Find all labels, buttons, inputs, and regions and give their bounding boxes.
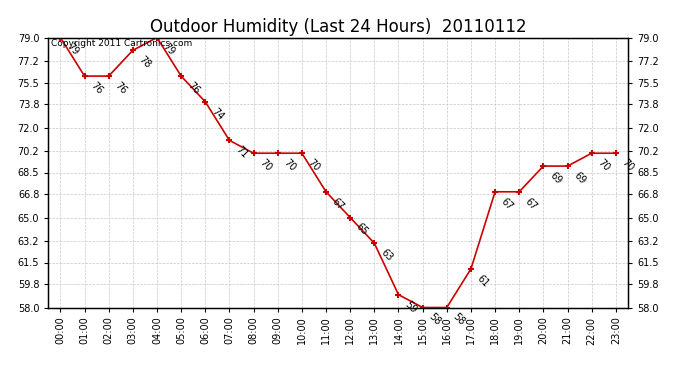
Text: 78: 78	[137, 55, 152, 70]
Text: 74: 74	[210, 106, 225, 122]
Text: 63: 63	[379, 248, 394, 263]
Text: 79: 79	[65, 42, 80, 57]
Text: Copyright 2011 Cartronics.com: Copyright 2011 Cartronics.com	[51, 39, 193, 48]
Text: 76: 76	[186, 80, 201, 96]
Text: 58: 58	[427, 312, 442, 327]
Text: 67: 67	[500, 196, 515, 212]
Text: 70: 70	[596, 158, 611, 173]
Text: 70: 70	[620, 158, 635, 173]
Text: 65: 65	[355, 222, 370, 237]
Text: 69: 69	[548, 170, 563, 186]
Text: 67: 67	[331, 196, 346, 212]
Text: 70: 70	[282, 158, 297, 173]
Text: 79: 79	[161, 42, 177, 57]
Text: 59: 59	[403, 299, 418, 315]
Text: 58: 58	[451, 312, 466, 327]
Text: 70: 70	[306, 158, 322, 173]
Text: 67: 67	[524, 196, 539, 212]
Text: 61: 61	[475, 273, 491, 289]
Text: 76: 76	[113, 80, 128, 96]
Text: 70: 70	[258, 158, 273, 173]
Text: 69: 69	[572, 170, 587, 186]
Text: 76: 76	[89, 80, 104, 96]
Title: Outdoor Humidity (Last 24 Hours)  20110112: Outdoor Humidity (Last 24 Hours) 2011011…	[150, 18, 526, 36]
Text: 71: 71	[234, 145, 249, 160]
